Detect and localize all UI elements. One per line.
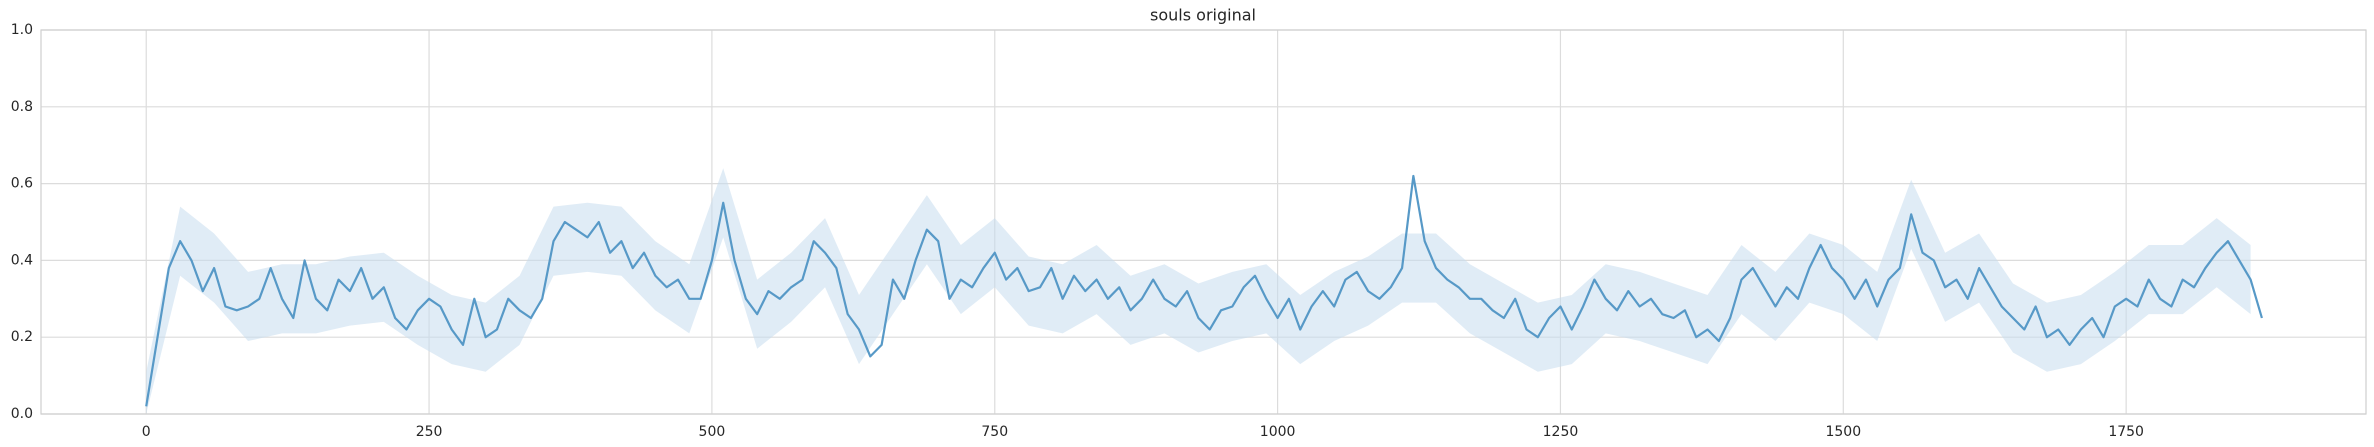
x-tick-label: 1500	[1825, 424, 1861, 440]
x-tick-label: 500	[699, 424, 726, 440]
y-tick-label: 0.0	[11, 406, 33, 422]
x-tick-label: 250	[416, 424, 443, 440]
x-tick-label: 750	[981, 424, 1008, 440]
y-tick-label: 0.6	[11, 176, 33, 192]
x-tick-label: 0	[142, 424, 151, 440]
x-tick-label: 1750	[2108, 424, 2144, 440]
y-tick-label: 0.4	[11, 252, 33, 268]
y-tick-label: 1.0	[11, 22, 33, 38]
confidence-band	[146, 168, 2251, 414]
y-tick-label: 0.8	[11, 99, 33, 115]
y-tick-label: 0.2	[11, 329, 33, 345]
x-tick-label: 1250	[1543, 424, 1579, 440]
x-tick-label: 1000	[1260, 424, 1296, 440]
plot-frame	[40, 29, 2367, 415]
chart-title: souls original	[1150, 6, 1256, 25]
line	[145, 174, 2263, 407]
